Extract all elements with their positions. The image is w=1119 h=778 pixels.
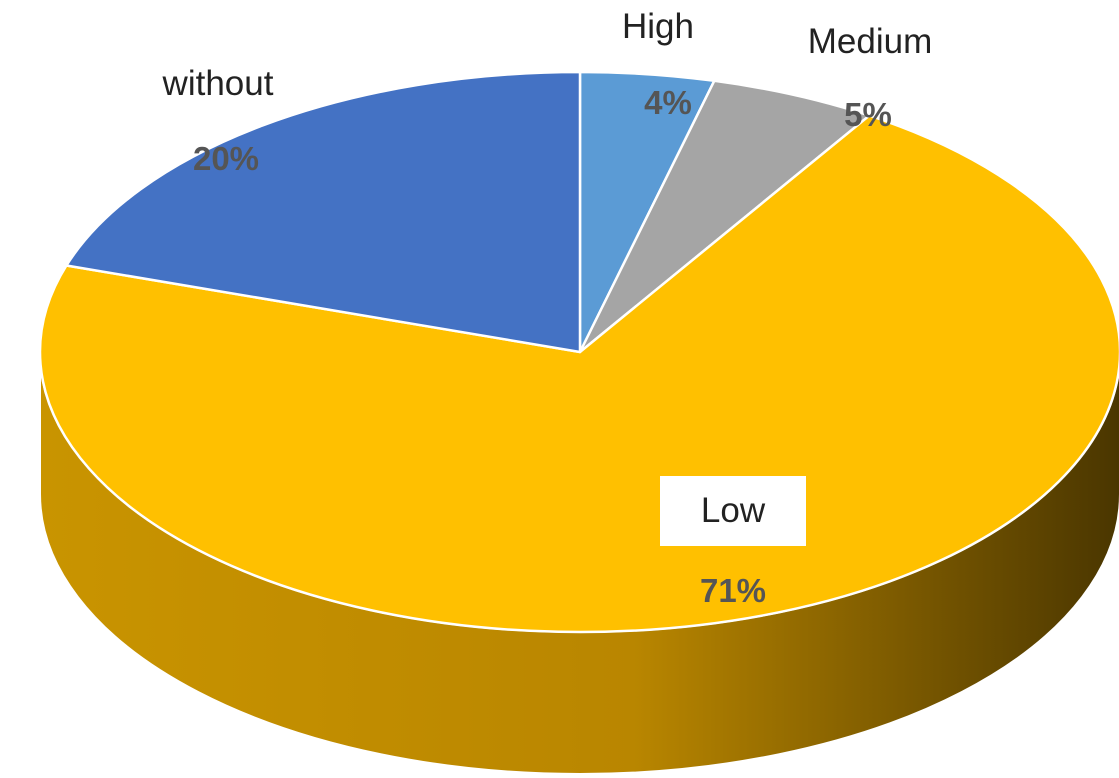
slice-value-low: 71% — [700, 572, 766, 609]
slice-value-medium: 5% — [844, 96, 892, 133]
pie-slice-without — [65, 70, 582, 354]
slice-label-high: High — [622, 7, 694, 46]
pie-slice-medium — [578, 79, 871, 354]
slice-value-without: 20% — [193, 140, 259, 177]
pie-slice-low — [38, 114, 1119, 634]
slice-label-low: Low — [701, 491, 766, 530]
slice-value-high: 4% — [644, 84, 692, 121]
slice-label-without: without — [162, 64, 274, 103]
slice-label-low-box: Low — [660, 476, 806, 546]
slice-label-medium: Medium — [808, 22, 932, 61]
